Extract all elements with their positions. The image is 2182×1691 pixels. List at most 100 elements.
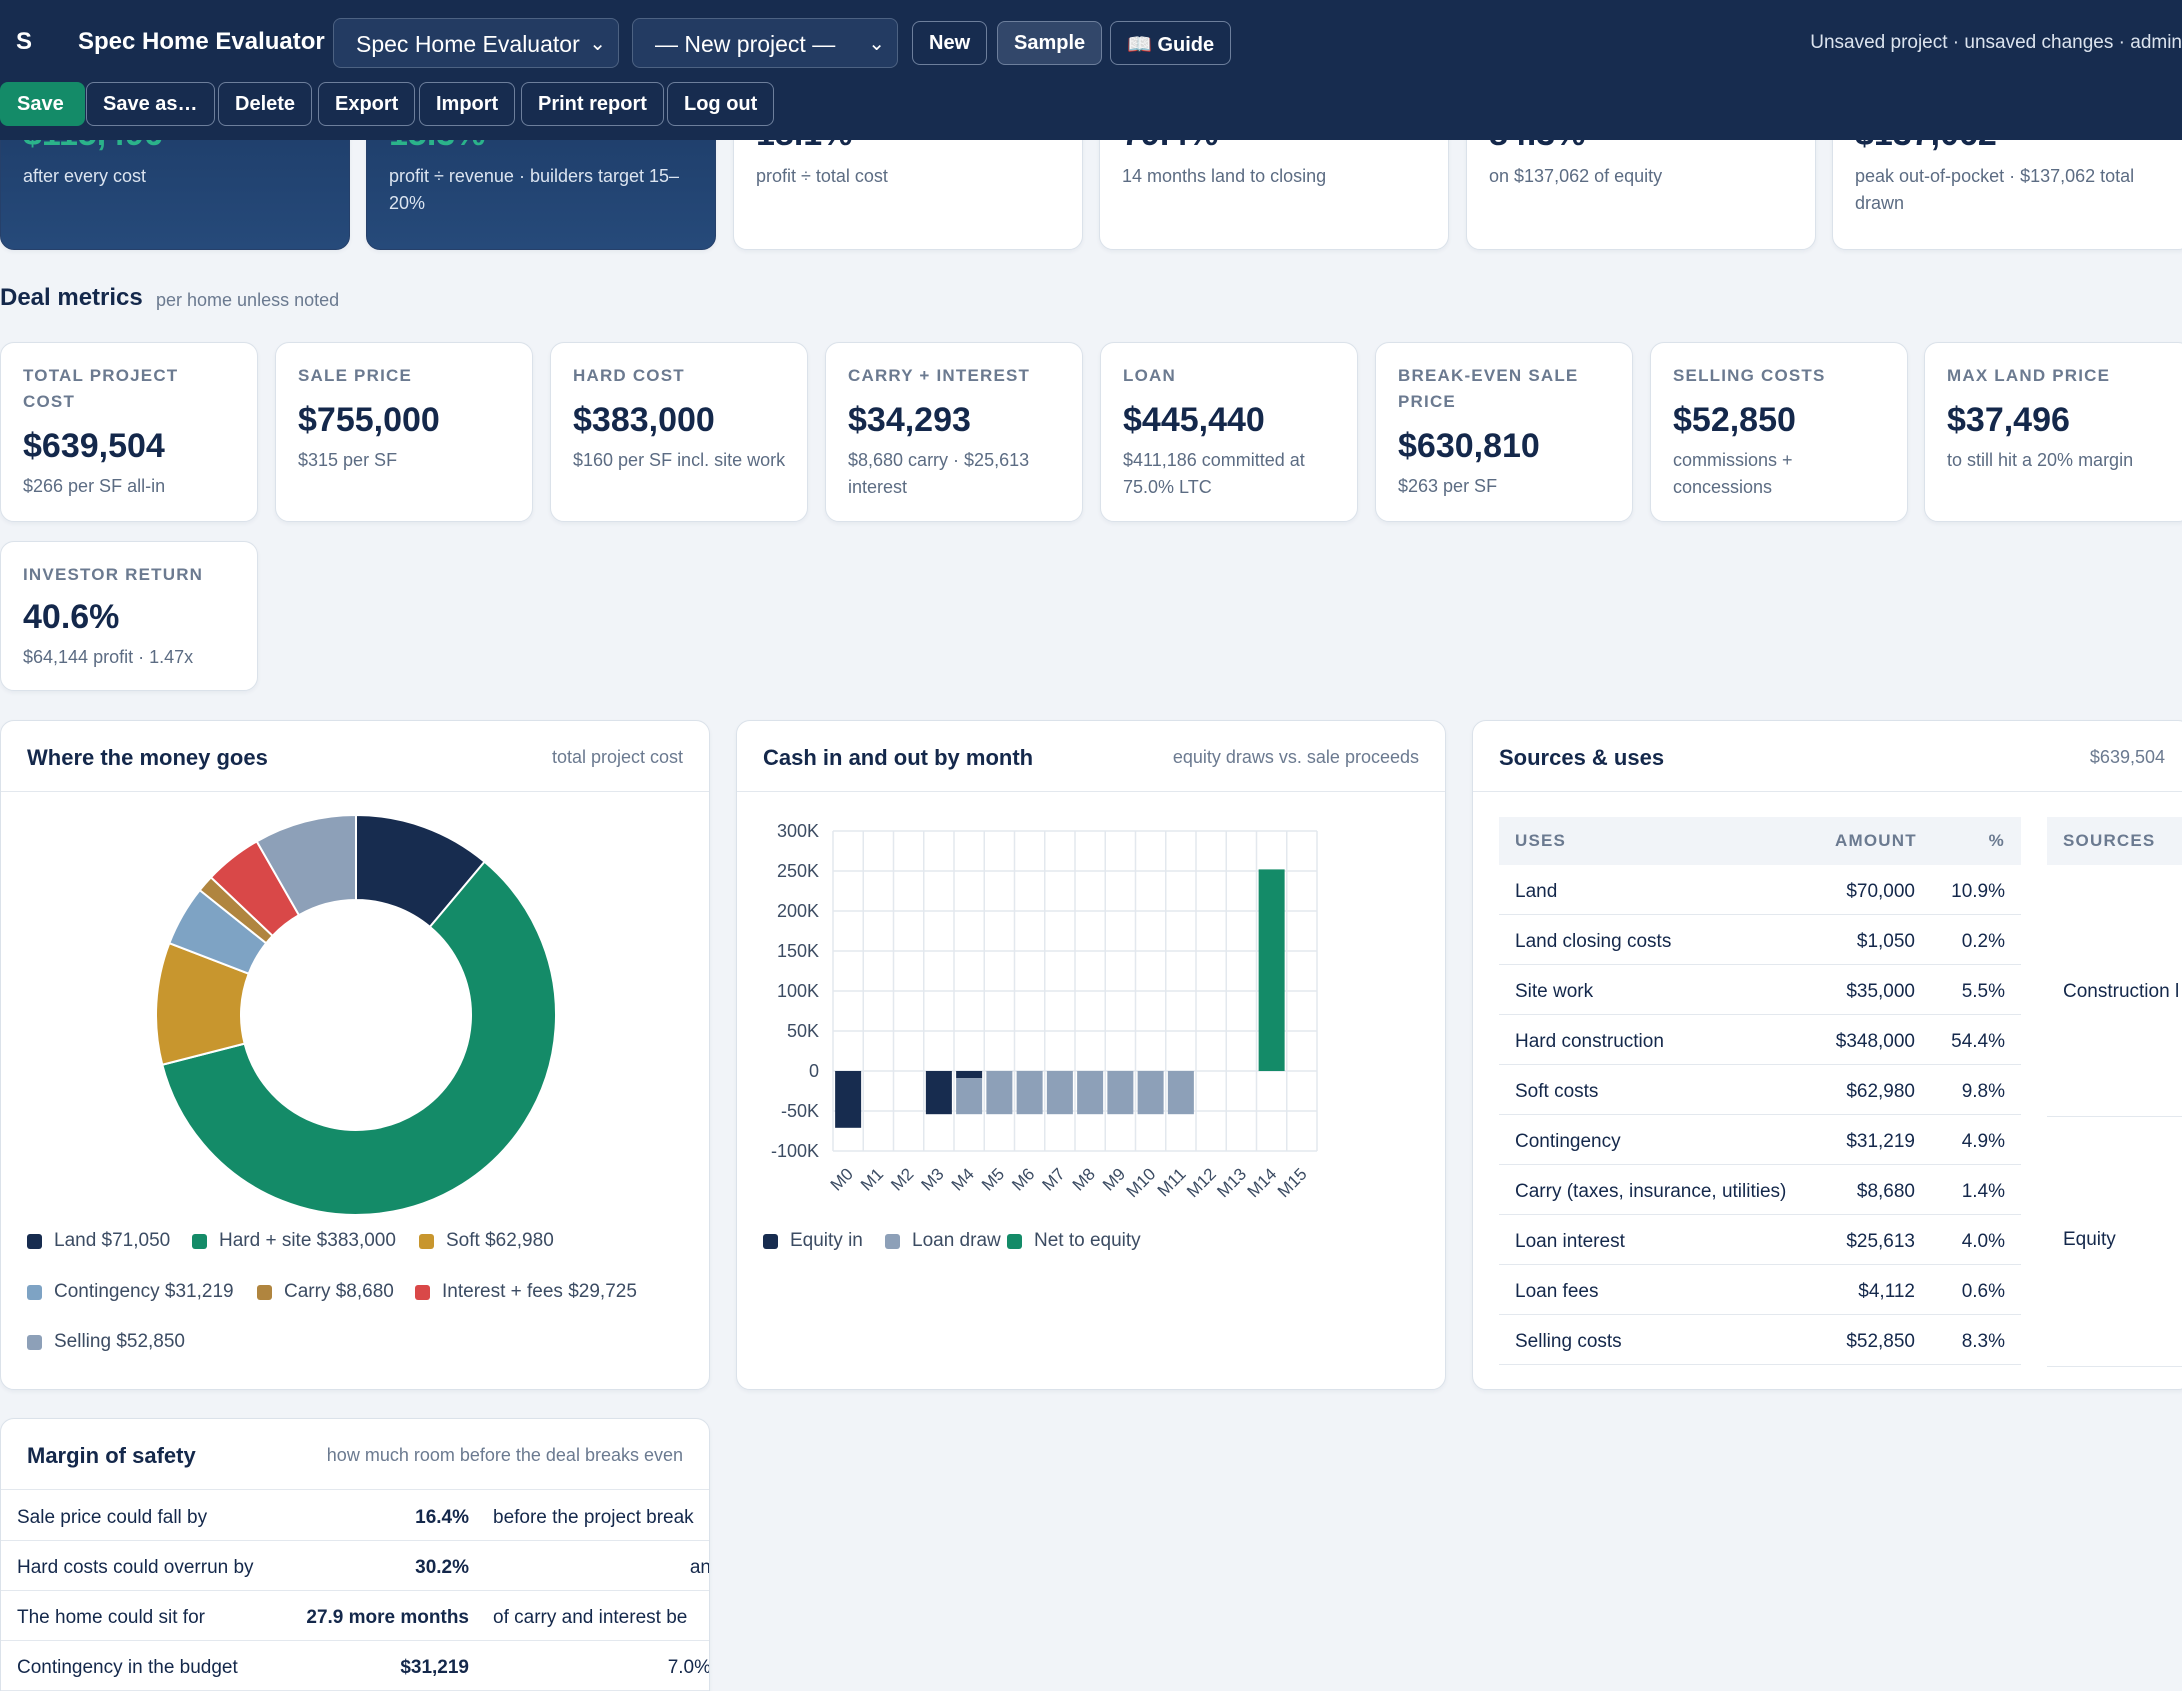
export-button[interactable]: Export	[318, 82, 416, 126]
safety-note: an	[689, 1557, 710, 1578]
divider	[1499, 1014, 2021, 1015]
legend-label: Loan draw	[912, 1230, 1001, 1251]
bar-equity-in-m3	[925, 1071, 952, 1115]
y-tick-label: -100K	[771, 1141, 819, 1161]
margin-safety-panel: Margin of safety how much room before th…	[0, 1418, 710, 1691]
sources-uses-total: $639,504	[2089, 747, 2165, 767]
legend-swatch	[885, 1233, 900, 1249]
metric-card-carry-interest: CARRY + INTEREST $34,293 $8,680 carry · …	[825, 342, 1083, 522]
divider	[1499, 914, 2021, 915]
legend-item: Hard + site $383,000	[192, 1230, 396, 1252]
legend-label: Carry $8,680	[284, 1281, 394, 1302]
sample-button[interactable]: Sample	[997, 21, 1103, 65]
metric-sub: $411,186 committed at 75.0% LTC	[1123, 450, 1305, 497]
x-tick-label: M10	[1123, 1164, 1160, 1201]
legend-item: Carry $8,680	[257, 1281, 394, 1303]
chevron-down-icon: ⌄	[868, 33, 885, 55]
legend-swatch	[257, 1284, 272, 1300]
use-amount: $52,850	[1846, 1331, 1915, 1352]
divider	[1, 791, 709, 792]
use-name: Land closing costs	[1515, 931, 1672, 952]
safety-note: of carry and interest be	[493, 1607, 688, 1628]
use-amount: $35,000	[1846, 981, 1915, 1002]
project-select[interactable]: — New project — ⌄	[632, 18, 898, 68]
money-panel: Where the money goes total project cost …	[0, 720, 710, 1390]
chevron-down-icon: ⌄	[589, 33, 606, 55]
use-pct: 8.3%	[1961, 1331, 2005, 1352]
metric-sub: $266 per SF all-in	[23, 476, 166, 496]
metric-value: $383,000	[573, 401, 715, 439]
legend-label: Soft $62,980	[446, 1230, 554, 1251]
y-tick-label: -50K	[781, 1101, 819, 1121]
metric-sub: commissions + concessions	[1673, 450, 1793, 497]
metric-value: $630,810	[1398, 427, 1540, 465]
legend-label: Contingency $31,219	[54, 1281, 234, 1302]
divider	[2047, 1366, 2182, 1367]
legend-swatch	[192, 1233, 207, 1249]
x-tick-label: M13	[1213, 1164, 1250, 1201]
safety-value: 30.2%	[415, 1557, 469, 1578]
new-button[interactable]: New	[912, 21, 988, 65]
model-select-value: Spec Home Evaluator	[356, 31, 580, 57]
legend-item: Contingency $31,219	[27, 1281, 234, 1303]
margin-safety-title: Margin of safety	[27, 1443, 196, 1468]
brand: S Spec Home Evaluator	[16, 28, 325, 56]
legend-label: Land $71,050	[54, 1230, 171, 1251]
divider	[737, 791, 1445, 792]
divider	[1, 1489, 709, 1490]
legend-swatch	[27, 1233, 42, 1249]
save-button[interactable]: Save	[0, 82, 85, 126]
kpi-sub: profit ÷ total cost	[756, 166, 888, 186]
metric-card-total-cost: TOTAL PROJECT COST $639,504 $266 per SF …	[0, 342, 258, 522]
cash-panel-title: Cash in and out by month	[763, 745, 1034, 770]
metric-value: $52,850	[1673, 401, 1796, 439]
amount-header: AMOUNT	[1835, 831, 1917, 850]
model-select[interactable]: Spec Home Evaluator ⌄	[333, 18, 619, 68]
logout-button[interactable]: Log out	[667, 82, 775, 126]
legend-item: Land $71,050	[27, 1230, 170, 1252]
delete-button[interactable]: Delete	[218, 82, 313, 126]
x-tick-label: M15	[1274, 1164, 1311, 1201]
x-tick-label: M7	[1039, 1164, 1069, 1194]
use-pct: 0.2%	[1961, 931, 2005, 952]
bar-loan-draw-m7	[1046, 1071, 1073, 1115]
deal-metrics-title: Deal metrics	[0, 284, 143, 311]
x-tick-label: M12	[1183, 1164, 1220, 1201]
print-report-button[interactable]: Print report	[521, 82, 664, 126]
donut-chart	[155, 813, 557, 1216]
app-logo: S	[16, 28, 33, 55]
guide-button[interactable]: 📖 Guide	[1110, 21, 1232, 65]
sources-uses-panel: Sources & uses $639,504 USES AMOUNT % SO…	[1472, 720, 2182, 1390]
metric-value: $445,440	[1123, 401, 1265, 439]
safety-note: before the project break	[493, 1507, 694, 1528]
kpi-sub: on $137,062 of equity	[1489, 166, 1663, 186]
money-panel-subtitle: total project cost	[551, 747, 683, 767]
metric-card-break-even: BREAK-EVEN SALE PRICE $630,810 $263 per …	[1375, 342, 1633, 522]
use-pct: 54.4%	[1951, 1031, 2005, 1052]
save-as-button[interactable]: Save as…	[86, 82, 215, 126]
use-pct: 10.9%	[1951, 881, 2005, 902]
x-tick-label: M8	[1069, 1164, 1099, 1194]
pct-header: %	[1988, 831, 2005, 850]
legend-item: Soft $62,980	[419, 1230, 554, 1252]
safety-value: $31,219	[400, 1657, 469, 1678]
use-pct: 9.8%	[1961, 1081, 2005, 1102]
divider	[1499, 964, 2021, 965]
cash-panel: Cash in and out by month equity draws vs…	[736, 720, 1446, 1390]
import-button[interactable]: Import	[419, 82, 516, 126]
metric-label: BREAK-EVEN SALE PRICE	[1398, 366, 1579, 411]
legend-swatch	[415, 1284, 430, 1300]
bar-net-to-equity-m14	[1258, 869, 1285, 1071]
y-tick-label: 150K	[777, 941, 819, 961]
use-amount: $62,980	[1846, 1081, 1915, 1102]
metric-label: CARRY + INTEREST	[848, 366, 1031, 385]
legend-item: Equity in	[763, 1230, 863, 1252]
legend-label: Equity in	[790, 1230, 863, 1251]
donut-slice-hard-site	[161, 860, 557, 1216]
use-name: Site work	[1515, 981, 1594, 1002]
use-pct: 0.6%	[1961, 1281, 2005, 1302]
use-name: Selling costs	[1515, 1331, 1622, 1352]
use-amount: $8,680	[1856, 1181, 1915, 1202]
x-tick-label: M11	[1154, 1164, 1190, 1200]
